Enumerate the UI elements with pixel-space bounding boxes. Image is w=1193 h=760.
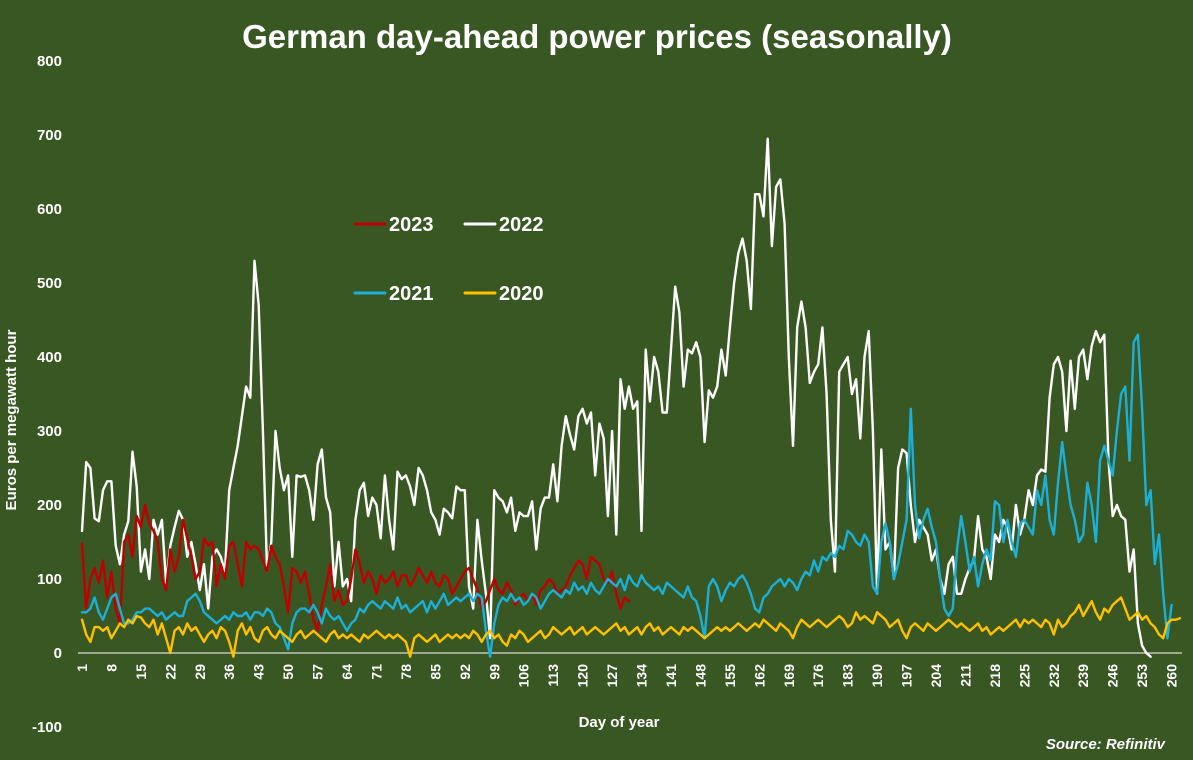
x-tick-label: 148 <box>692 664 708 688</box>
legend-label-2023: 2023 <box>389 214 434 236</box>
legend-label-2022: 2022 <box>499 214 544 236</box>
x-tick-label: 50 <box>280 664 296 680</box>
x-tick-label: 260 <box>1164 664 1180 688</box>
y-tick-label: 300 <box>37 423 62 440</box>
x-axis-ticks: 1 8 15 22 29 36 43 50 57 64 71 78 85 92 99 106 113 120 127… <box>74 664 1180 688</box>
x-tick-label: 155 <box>722 664 738 688</box>
x-tick-label: 162 <box>751 664 767 688</box>
chart-title: German day-ahead power prices (seasonall… <box>242 18 952 55</box>
x-tick-label: 64 <box>339 664 355 680</box>
source-note: Source: Refinitiv <box>1046 736 1167 753</box>
x-tick-label: 204 <box>928 664 944 688</box>
legend-label-2021: 2021 <box>389 283 434 305</box>
x-tick-label: 1 <box>74 664 90 672</box>
x-tick-label: 141 <box>663 664 679 688</box>
y-tick-label: 400 <box>37 349 62 366</box>
y-axis-ticks: -100 0 100 200 300 400 500 600 700 800 <box>32 53 62 736</box>
series-line-2021 <box>80 333 1173 658</box>
x-tick-label: 218 <box>987 664 1003 688</box>
x-tick-label: 22 <box>162 664 178 680</box>
x-tick-label: 176 <box>810 664 826 688</box>
x-tick-label: 8 <box>103 664 119 672</box>
x-tick-label: 78 <box>398 664 414 680</box>
x-tick-label: 197 <box>899 664 915 688</box>
y-tick-label: 200 <box>37 497 62 514</box>
y-tick-label: 0 <box>54 645 62 662</box>
x-tick-label: 85 <box>427 664 443 680</box>
y-tick-label: 600 <box>37 201 62 218</box>
x-tick-label: 120 <box>575 664 591 688</box>
x-tick-label: 225 <box>1016 664 1032 688</box>
x-tick-label: 29 <box>192 664 208 680</box>
x-tick-label: 211 <box>957 664 973 687</box>
x-tick-label: 239 <box>1075 664 1091 688</box>
x-tick-label: 232 <box>1046 664 1062 688</box>
x-tick-label: 246 <box>1105 664 1121 688</box>
x-tick-label: 253 <box>1134 664 1150 688</box>
x-tick-label: 127 <box>604 664 620 688</box>
x-tick-label: 169 <box>781 664 797 688</box>
x-tick-label: 71 <box>368 664 384 680</box>
x-axis-label: Day of year <box>579 714 660 731</box>
y-tick-label: 100 <box>37 571 62 588</box>
legend-label-2020: 2020 <box>499 283 544 305</box>
x-tick-label: 92 <box>457 664 473 680</box>
series-layer <box>80 137 1182 658</box>
x-tick-label: 99 <box>486 664 502 680</box>
x-tick-label: 134 <box>634 664 650 688</box>
series-line-2020 <box>80 596 1182 658</box>
x-tick-label: 43 <box>251 664 267 680</box>
y-tick-label: 800 <box>37 53 62 70</box>
y-tick-label: 500 <box>37 275 62 292</box>
x-tick-label: 183 <box>840 664 856 688</box>
x-tick-label: 106 <box>516 664 532 688</box>
x-tick-label: 57 <box>310 664 326 680</box>
x-tick-label: 15 <box>133 664 149 680</box>
y-tick-label: 700 <box>37 127 62 144</box>
legend: 2023 2022 2021 2020 <box>353 214 544 305</box>
y-axis-label: Euros per megawatt hour <box>3 329 20 510</box>
x-tick-label: 36 <box>221 664 237 680</box>
y-tick-label: -100 <box>32 719 62 736</box>
x-tick-label: 113 <box>545 664 561 687</box>
x-tick-label: 190 <box>869 664 885 688</box>
